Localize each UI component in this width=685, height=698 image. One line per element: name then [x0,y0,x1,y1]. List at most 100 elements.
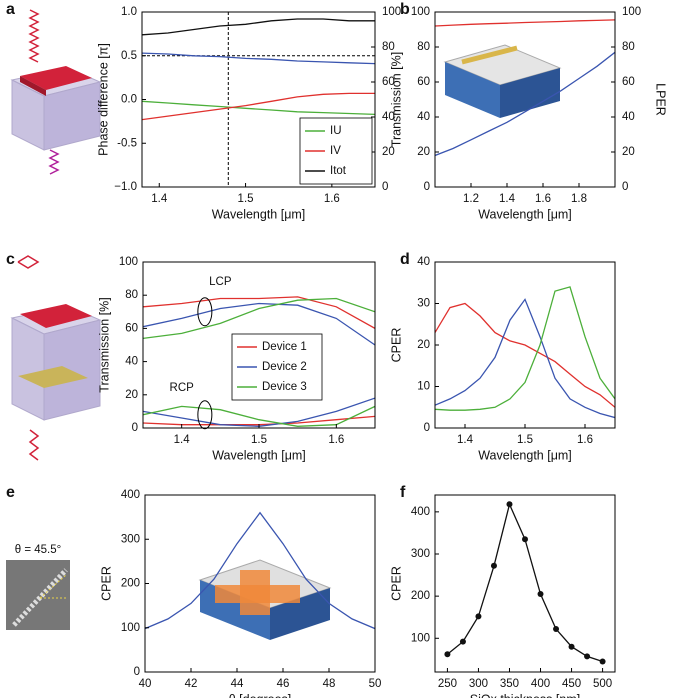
data-line [143,397,375,427]
x-axis-label: Wavelength [μm] [212,207,306,221]
y2-tick-label: 40 [622,111,635,123]
y2-tick-label: 100 [382,6,401,18]
plot-frame [434,261,616,429]
y-tick-label: 80 [125,289,138,301]
x-tick-label: 1.5 [517,434,533,446]
x-axis-label: Wavelength [μm] [478,207,572,221]
y-tick-label: 40 [125,356,138,368]
y-tick-label: −1.0 [114,181,137,193]
y2-tick-label: 100 [622,6,641,18]
y-axis-label: CPER [99,566,113,601]
y-tick-label: 300 [411,548,430,560]
x-tick-label: 48 [323,678,336,690]
data-line [435,19,615,27]
y-tick-label: 100 [411,632,430,644]
data-point [568,643,575,650]
plot-frame [142,261,376,429]
x-tick-label: 1.2 [463,193,479,205]
data-point [459,638,466,645]
panel-letter: a [6,1,15,18]
legend-label: Device 1 [262,341,307,353]
x-tick-label: 400 [531,678,550,690]
x-tick-label: 450 [562,678,581,690]
data-point [490,562,497,569]
data-point [599,658,606,665]
plot-frame [144,494,376,673]
x-tick-label: 350 [500,678,519,690]
illustration-a [10,9,102,175]
y2-axis-label: LPER [654,83,668,116]
y2-tick-label: 0 [382,181,388,193]
x-tick-label: 44 [231,678,244,690]
x-tick-label: 1.4 [457,434,474,446]
panel-letter: f [400,484,406,501]
x-tick-label: 1.4 [151,193,168,205]
data-line [435,298,615,419]
y2-tick-label: 60 [622,76,635,88]
annotation: LCP [209,276,232,288]
x-tick-label: 50 [369,678,382,690]
data-point [537,591,544,598]
x-tick-label: 1.6 [324,193,340,205]
y-tick-label: 30 [417,298,430,310]
plot-frame [434,494,616,673]
x-tick-label: 1.6 [577,434,593,446]
y2-tick-label: 60 [382,76,395,88]
data-line [142,52,375,65]
legend-label: Itot [330,165,347,177]
x-tick-label: 1.8 [571,193,587,205]
x-axis-label: Wavelength [μm] [478,448,572,462]
x-tick-label: 42 [185,678,198,690]
y-axis-label: Transmission [%] [389,52,403,147]
y2-tick-label: 80 [622,41,635,53]
y-tick-label: 100 [411,6,430,18]
data-point [475,613,482,620]
data-point [506,501,513,508]
y2-tick-label: 20 [622,146,635,158]
x-tick-label: 500 [593,678,612,690]
data-line [446,502,603,663]
legend-label: Device 3 [262,381,307,393]
y2-tick-label: 20 [382,146,395,158]
y-tick-label: 40 [417,111,430,123]
legend-label: IV [330,145,341,157]
y-tick-label: 400 [411,506,430,518]
annotation-ellipse [197,297,213,327]
y-tick-label: 60 [125,322,138,334]
image-label: θ = 45.5° [15,544,61,556]
legend-label: IU [330,125,342,137]
data-line [435,286,615,411]
inset-e [198,559,332,640]
x-tick-label: 1.4 [174,434,191,446]
x-tick-label: 46 [277,678,290,690]
x-tick-label: 1.6 [328,434,344,446]
data-line [143,302,375,346]
data-line [143,296,375,329]
data-line [435,302,615,408]
x-tick-label: 1.5 [238,193,254,205]
y-axis-label: Transmission [%] [97,297,111,392]
y-tick-label: 200 [121,578,140,590]
y-tick-label: 20 [417,146,430,158]
data-point [522,536,528,543]
y-tick-label: 300 [121,533,140,545]
y-tick-label: 40 [417,256,430,268]
x-tick-label: 1.4 [499,193,516,205]
y-tick-label: 200 [411,590,430,602]
plot-area [142,12,375,187]
y-tick-label: 60 [417,76,430,88]
y-tick-label: -0.5 [117,137,137,149]
y-tick-label: 0 [424,181,430,193]
data-line [145,511,375,630]
panel-letter: d [400,251,410,268]
y-tick-label: 400 [121,489,140,501]
x-tick-label: 250 [438,678,457,690]
data-line [435,51,615,157]
plot-area [145,511,375,630]
plot-area [435,19,615,157]
y-tick-label: 0 [134,666,140,678]
x-tick-label: 40 [139,678,152,690]
y-tick-label: 80 [417,41,430,53]
y2-tick-label: 0 [622,181,628,193]
x-tick-label: 1.5 [251,434,267,446]
